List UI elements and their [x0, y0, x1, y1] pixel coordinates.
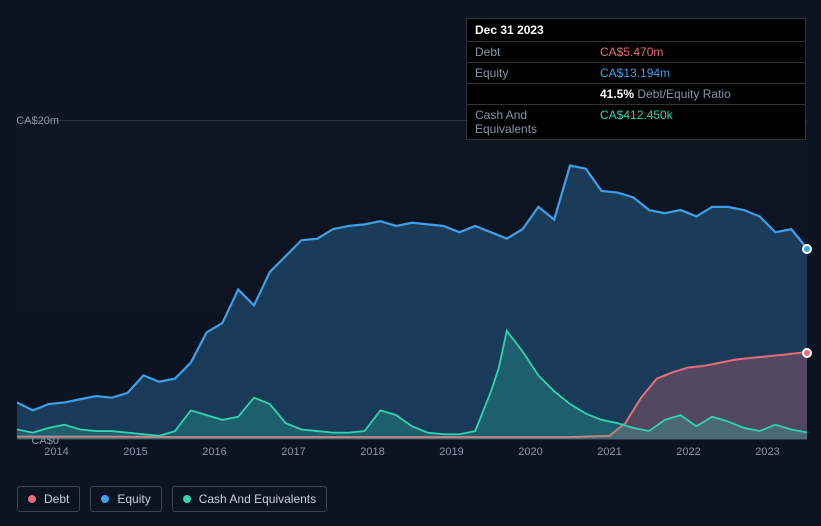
tooltip-row: DebtCA$5.470m: [467, 42, 805, 63]
legend-label: Cash And Equivalents: [199, 492, 316, 506]
x-axis-label: 2017: [254, 446, 333, 458]
legend-label: Equity: [117, 492, 150, 506]
debt-end-marker: [802, 348, 812, 358]
legend-item-debt[interactable]: Debt: [17, 486, 80, 512]
y-axis-label: CA$0: [31, 435, 59, 447]
tooltip-row-label: Debt: [467, 42, 592, 62]
chart-svg: [17, 121, 807, 439]
tooltip-row-value: CA$13.194m: [592, 63, 678, 83]
tooltip-row: EquityCA$13.194m: [467, 63, 805, 84]
x-axis-label: 2023: [728, 446, 807, 458]
x-axis-label: 2019: [412, 446, 491, 458]
x-axis-label: 2020: [491, 446, 570, 458]
equity-end-marker: [802, 244, 812, 254]
tooltip-row: 41.5% Debt/Equity Ratio: [467, 84, 805, 105]
tooltip-row-label: Cash And Equivalents: [467, 105, 592, 139]
tooltip-row: Cash And EquivalentsCA$412.450k: [467, 105, 805, 139]
debt-equity-chart: CA$0CA$20m 20142015201620172018201920202…: [17, 120, 807, 458]
x-axis-labels: 2014201520162017201820192020202120222023: [17, 446, 807, 458]
tooltip-rows: DebtCA$5.470mEquityCA$13.194m41.5% Debt/…: [467, 42, 805, 139]
tooltip-row-label: [467, 84, 592, 104]
legend-dot-icon: [101, 495, 109, 503]
x-axis-label: 2014: [17, 446, 96, 458]
tooltip-date: Dec 31 2023: [467, 19, 805, 42]
chart-legend: Debt Equity Cash And Equivalents: [17, 486, 327, 512]
legend-item-equity[interactable]: Equity: [90, 486, 161, 512]
tooltip-row-label: Equity: [467, 63, 592, 83]
legend-item-cash-and-equivalents[interactable]: Cash And Equivalents: [172, 486, 327, 512]
x-axis-label: 2016: [175, 446, 254, 458]
legend-label: Debt: [44, 492, 69, 506]
x-axis-label: 2021: [570, 446, 649, 458]
legend-dot-icon: [183, 495, 191, 503]
chart-plot-area[interactable]: CA$0CA$20m: [17, 120, 807, 440]
x-axis-label: 2022: [649, 446, 728, 458]
y-axis-label: CA$20m: [16, 115, 59, 127]
tooltip-row-value: CA$412.450k: [592, 105, 681, 139]
x-axis-label: 2018: [333, 446, 412, 458]
chart-tooltip: Dec 31 2023 DebtCA$5.470mEquityCA$13.194…: [466, 18, 806, 140]
tooltip-row-value: CA$5.470m: [592, 42, 671, 62]
x-axis-label: 2015: [96, 446, 175, 458]
tooltip-ratio: 41.5% Debt/Equity Ratio: [592, 84, 739, 104]
legend-dot-icon: [28, 495, 36, 503]
